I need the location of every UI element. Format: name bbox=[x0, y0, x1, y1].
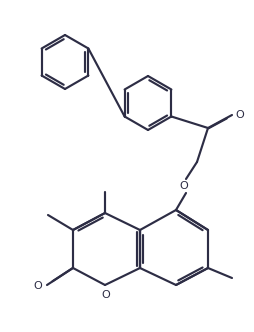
Text: O: O bbox=[180, 181, 188, 191]
Text: O: O bbox=[235, 110, 244, 120]
Text: O: O bbox=[34, 281, 42, 291]
Text: O: O bbox=[102, 290, 110, 300]
